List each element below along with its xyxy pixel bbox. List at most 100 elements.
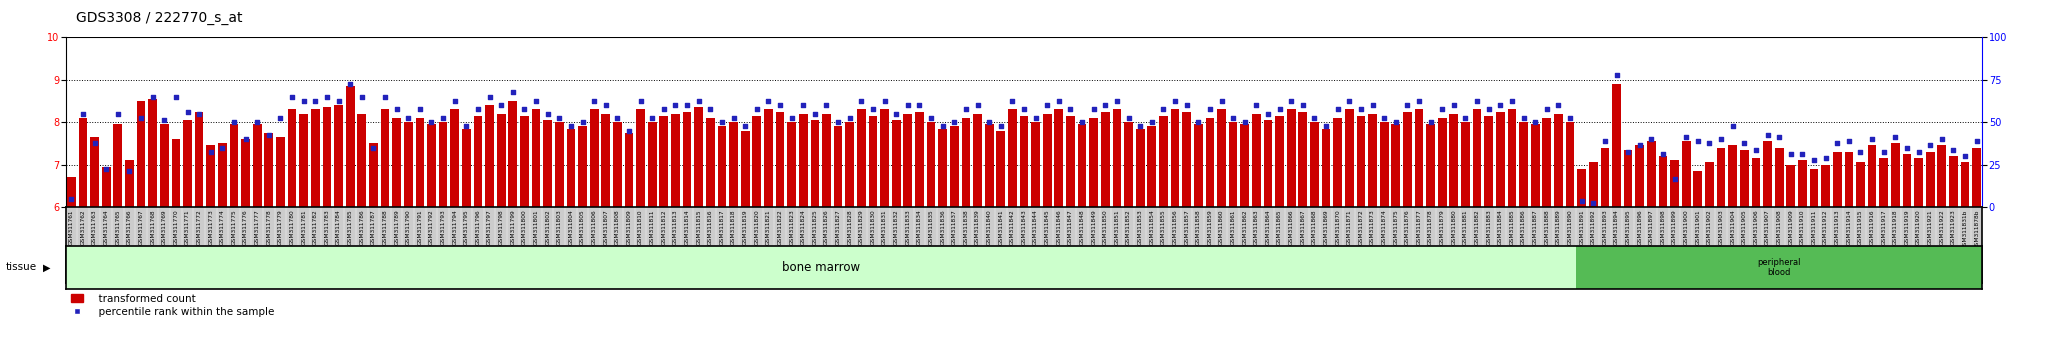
Text: GSM311905: GSM311905: [1741, 209, 1747, 245]
Point: [90, 166, 123, 172]
Text: GSM311856: GSM311856: [1174, 209, 1178, 245]
Bar: [78, 118, 88, 207]
Bar: [799, 114, 807, 207]
Point: [1913, 143, 1946, 148]
Text: GSM311825: GSM311825: [813, 209, 817, 245]
Text: GSM311867: GSM311867: [1300, 209, 1305, 245]
Point: [961, 102, 993, 108]
Text: GSM311824: GSM311824: [801, 209, 805, 245]
Point: [1903, 149, 1935, 155]
Bar: [1751, 158, 1761, 207]
Point: [1264, 107, 1296, 112]
Text: GSM311768: GSM311768: [150, 209, 156, 245]
Bar: [856, 109, 866, 207]
Bar: [950, 126, 958, 207]
Bar: [834, 126, 842, 207]
Bar: [1055, 109, 1063, 207]
Point: [1020, 115, 1053, 121]
Text: GSM311765: GSM311765: [115, 209, 121, 245]
Bar: [1507, 109, 1516, 207]
Text: GSM311800: GSM311800: [522, 209, 526, 245]
Point: [1182, 119, 1214, 125]
Text: GSM311802: GSM311802: [545, 209, 551, 245]
Text: GSM311791: GSM311791: [418, 209, 422, 245]
Text: GSM311854: GSM311854: [1149, 209, 1155, 245]
Bar: [334, 105, 342, 207]
Point: [811, 102, 844, 108]
Bar: [985, 124, 993, 207]
Text: GSM311782: GSM311782: [313, 209, 317, 245]
Point: [1821, 141, 1853, 146]
Point: [1808, 155, 1841, 161]
Text: GSM311772: GSM311772: [197, 209, 201, 245]
Bar: [242, 139, 250, 207]
Bar: [578, 126, 588, 207]
Point: [276, 94, 309, 99]
Bar: [903, 114, 911, 207]
Point: [1855, 136, 1888, 142]
Point: [207, 145, 240, 150]
Text: GSM311857: GSM311857: [1184, 209, 1190, 245]
Bar: [1241, 124, 1249, 207]
Text: GSM311801: GSM311801: [535, 209, 539, 245]
Bar: [381, 109, 389, 207]
Bar: [555, 122, 563, 207]
Bar: [369, 143, 377, 207]
Bar: [68, 177, 76, 207]
Text: GSM311908: GSM311908: [1778, 209, 1782, 245]
Point: [1077, 107, 1110, 112]
Point: [530, 111, 563, 116]
Bar: [1147, 126, 1157, 207]
Text: GSM311843: GSM311843: [1022, 209, 1026, 245]
Point: [926, 124, 958, 129]
Text: GSM311850: GSM311850: [1102, 209, 1108, 245]
Text: GSM311811: GSM311811: [649, 209, 655, 245]
Text: GSM311804: GSM311804: [569, 209, 573, 245]
Text: GSM311904: GSM311904: [1731, 209, 1735, 245]
Text: GSM311769: GSM311769: [162, 209, 166, 245]
Point: [1704, 136, 1737, 142]
Point: [403, 107, 436, 112]
Text: GSM311798: GSM311798: [500, 209, 504, 245]
Bar: [1845, 152, 1853, 207]
Text: GSM311837: GSM311837: [952, 209, 956, 245]
Text: GSM311879: GSM311879: [1440, 209, 1444, 245]
Text: GSM311922: GSM311922: [1939, 209, 1944, 245]
Text: GSM311909: GSM311909: [1788, 209, 1794, 245]
Text: GSM311792: GSM311792: [428, 209, 434, 245]
Text: GSM311773: GSM311773: [209, 209, 213, 245]
Point: [1159, 98, 1192, 104]
Point: [1135, 119, 1167, 125]
Bar: [428, 124, 436, 207]
Text: GSM311858: GSM311858: [1196, 209, 1200, 245]
Point: [102, 111, 135, 116]
Bar: [172, 139, 180, 207]
Point: [182, 111, 215, 116]
Point: [938, 119, 971, 125]
Bar: [1380, 122, 1389, 207]
Text: GSM311842: GSM311842: [1010, 209, 1016, 245]
Point: [625, 98, 657, 104]
Text: GSM311775: GSM311775: [231, 209, 236, 245]
Bar: [1810, 169, 1819, 207]
Point: [543, 115, 575, 121]
Text: GSM311827: GSM311827: [836, 209, 840, 245]
Text: GSM311865: GSM311865: [1278, 209, 1282, 245]
Bar: [741, 131, 750, 207]
Point: [287, 98, 319, 104]
Text: ▶: ▶: [43, 262, 51, 272]
Point: [1194, 107, 1227, 112]
Text: GSM311882: GSM311882: [1475, 209, 1479, 245]
Text: GSM311885: GSM311885: [1509, 209, 1513, 245]
Bar: [195, 112, 203, 207]
Bar: [113, 124, 123, 207]
Text: GSM311921: GSM311921: [1927, 209, 1933, 245]
Point: [647, 107, 680, 112]
Point: [891, 102, 924, 108]
Text: GSM311892: GSM311892: [1591, 209, 1595, 245]
Point: [1774, 151, 1806, 157]
Bar: [1937, 145, 1946, 207]
Text: GSM311899: GSM311899: [1671, 209, 1677, 245]
Text: GSM311893: GSM311893: [1602, 209, 1608, 245]
Text: GSM311923: GSM311923: [1952, 209, 1956, 245]
